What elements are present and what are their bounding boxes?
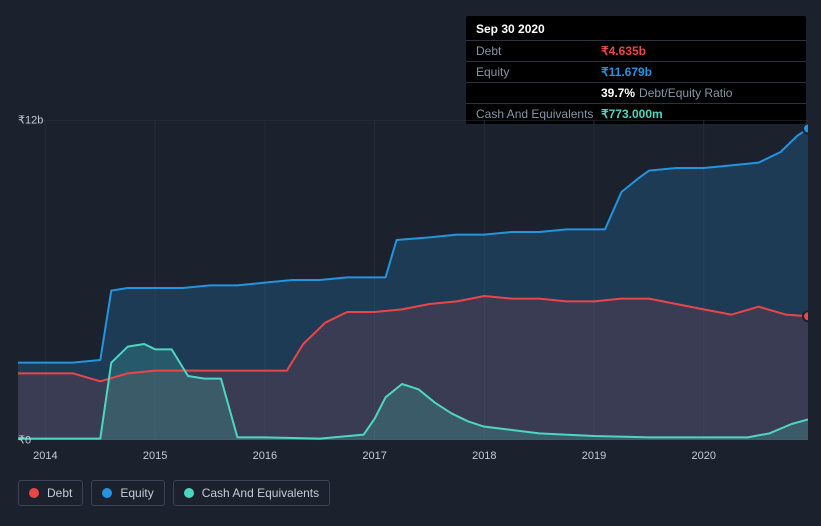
debt-end-marker bbox=[803, 311, 808, 321]
chart-svg bbox=[18, 120, 808, 440]
legend-dot bbox=[29, 488, 39, 498]
x-axis-label: 2020 bbox=[692, 450, 716, 462]
tooltip-value: ₹11.679b bbox=[601, 65, 652, 79]
tooltip-value: 39.7% bbox=[601, 86, 635, 100]
legend-label: Debt bbox=[47, 486, 72, 500]
tooltip-row: 39.7% Debt/Equity Ratio bbox=[466, 83, 806, 104]
x-axis-label: 2017 bbox=[362, 450, 386, 462]
x-axis-label: 2018 bbox=[472, 450, 496, 462]
tooltip-row: Debt₹4.635b bbox=[466, 41, 806, 62]
x-axis-label: 2019 bbox=[582, 450, 606, 462]
debt-equity-chart: ₹0₹12b bbox=[18, 120, 808, 460]
tooltip-row: Equity₹11.679b bbox=[466, 62, 806, 83]
tooltip-label bbox=[476, 86, 601, 100]
tooltip-label: Equity bbox=[476, 65, 601, 79]
legend-label: Equity bbox=[120, 486, 153, 500]
tooltip-value: ₹4.635b bbox=[601, 44, 646, 58]
chart-tooltip: Sep 30 2020 Debt₹4.635bEquity₹11.679b39.… bbox=[466, 16, 806, 124]
tooltip-label: Cash And Equivalents bbox=[476, 107, 601, 121]
legend-item[interactable]: Equity bbox=[91, 480, 164, 506]
legend-item[interactable]: Debt bbox=[18, 480, 83, 506]
chart-legend: Debt Equity Cash And Equivalents bbox=[18, 480, 330, 506]
tooltip-label: Debt bbox=[476, 44, 601, 58]
legend-item[interactable]: Cash And Equivalents bbox=[173, 480, 330, 506]
x-axis: 2014 2015 2016 2017 2018 2019 2020 bbox=[18, 450, 808, 470]
legend-dot bbox=[184, 488, 194, 498]
tooltip-extra: Debt/Equity Ratio bbox=[639, 86, 732, 100]
x-axis-label: 2016 bbox=[253, 450, 277, 462]
legend-label: Cash And Equivalents bbox=[202, 486, 319, 500]
equity-end-marker bbox=[803, 124, 808, 134]
tooltip-value: ₹773.000m bbox=[601, 107, 663, 121]
x-axis-label: 2015 bbox=[143, 450, 167, 462]
tooltip-date: Sep 30 2020 bbox=[466, 16, 806, 41]
x-axis-label: 2014 bbox=[33, 450, 57, 462]
legend-dot bbox=[102, 488, 112, 498]
